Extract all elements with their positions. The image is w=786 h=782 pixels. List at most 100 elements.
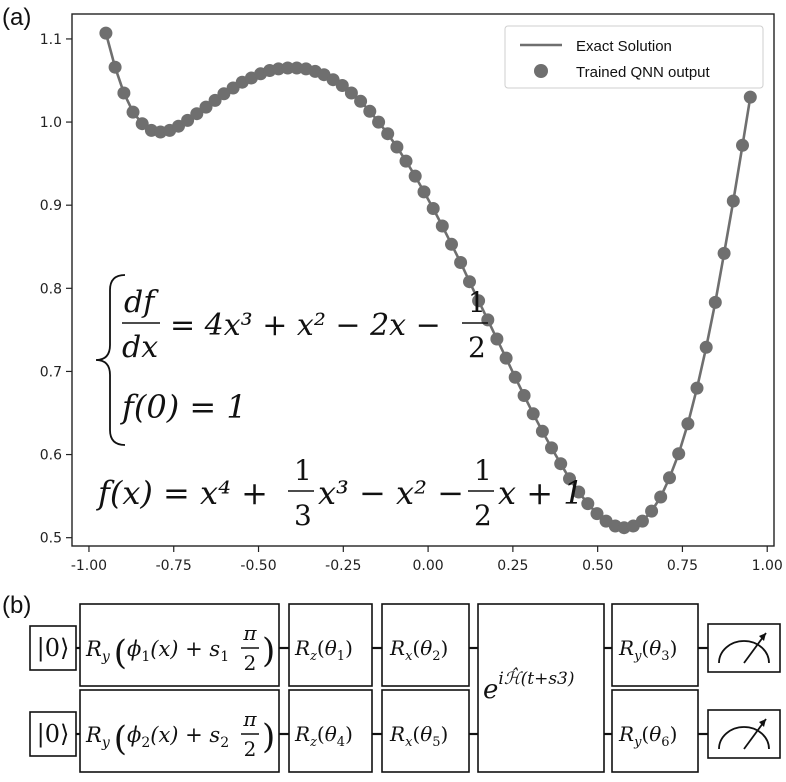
quantum-circuit: |0⟩ |0⟩ Ry (ϕ1(x) + s1 π 2 ) Ry (ϕ2(x) + s… [29,603,781,773]
ry-gate-box [611,689,699,773]
encoding-frac-numerator: π [242,707,257,731]
legend-box [504,25,764,89]
qnn-output-points [99,26,757,535]
qubit-init-0: |0⟩ [29,625,77,671]
qnn-point [717,246,731,260]
qnn-point [690,381,704,395]
qnn-point [535,424,549,438]
qnn-point [390,140,404,154]
qnn-point [472,294,486,308]
encoding-frac-denominator: 2 [244,651,257,675]
ry-gate-label: Ry(θ3) [618,636,677,664]
rz-gate-0: Rz(θ1) [288,603,373,687]
encoding-gate-expression: Ry (ϕ1(x) + s1 [85,633,229,673]
ode-lhs-numerator: df [124,285,159,320]
qnn-point [181,113,195,127]
rx-gate-1: Rx(θ5) [381,689,470,773]
qnn-point [363,104,377,118]
qnn-point [435,219,449,233]
x-tick-label: 0.00 [413,558,444,574]
rz-gate-label: Rz(θ1) [294,636,353,664]
qubit-init-label: |0⟩ [37,634,70,663]
qnn-point [463,275,476,289]
qnn-point [372,115,386,129]
x-tick-label: 0.50 [582,558,613,574]
y-tick-label: 0.9 [40,198,62,214]
qnn-point [517,389,531,402]
y-tick-label: 1.1 [40,32,62,48]
encoding-close-paren: ) [262,631,275,671]
qnn-point [672,447,686,461]
qnn-point [426,202,440,215]
qnn-point [490,332,504,346]
evolution-gate: eiℋ̂(t+s3) [477,603,605,773]
ry-gate-box [611,603,699,687]
rx-gate-label: Rx(θ5) [389,722,448,750]
evolution-gate-box [477,603,605,773]
legend-qnn-label: Trained QNN output [576,64,711,81]
ode-rhs: = 4x³ + x² − 2x − [170,308,441,343]
qnn-point [190,107,204,121]
solution-frac1-numerator: 1 [294,454,312,487]
panel-b-label: (b) [2,592,31,619]
meter-icon [707,709,781,759]
evolution-gate-label: eiℋ̂(t+s3) [483,667,575,705]
solution-lhs: f(x) = x⁴ + [96,474,268,512]
rx-gate-box [381,603,470,687]
x-axis-ticks: -1.00 -0.75 -0.50 -0.25 0.00 0.25 0.50 0.75 1.00 [71,546,783,574]
solution-frac1-denominator: 3 [294,499,312,532]
qnn-point [199,100,213,114]
solution-frac2-numerator: 1 [474,454,492,487]
rz-gate-label: Rz(θ4) [294,722,353,750]
y-axis-ticks: 0.5 0.6 0.7 0.8 0.9 1.0 1.1 [40,32,72,547]
encoding-frac-numerator: π [242,621,257,645]
qnn-point [445,237,458,251]
meter-icon [707,623,781,673]
qnn-point [590,507,604,521]
rx-gate-box [381,689,470,773]
qnn-point [508,370,522,384]
qnn-point [281,61,295,75]
qnn-point [354,94,368,108]
qnn-point [681,417,695,431]
qnn-point [726,194,740,208]
rx-gate-label: Rx(θ2) [389,636,448,664]
x-tick-label: 0.75 [667,558,698,574]
plot-area: -1.00 -0.75 -0.50 -0.25 0.00 0.25 0.50 0.75 1.00… [40,13,783,574]
qnn-point [344,86,358,100]
qnn-point [645,504,659,518]
ry-gate-0: Ry(θ3) [611,603,699,687]
x-tick-label: 0.25 [497,558,528,574]
x-tick-label: -0.75 [156,558,192,574]
legend: Exact Solution Trained QNN output [504,25,764,89]
x-tick-label: 1.00 [752,558,783,574]
qubit-init-label: |0⟩ [37,720,70,749]
qnn-point [663,471,676,485]
qnn-point [743,90,757,104]
qnn-point [526,407,540,421]
rz-gate-box [288,603,373,687]
encoding-gate-0: Ry (ϕ1(x) + s1 π 2 ) [79,603,280,687]
x-tick-label: -0.25 [325,558,361,574]
qnn-point [581,497,595,511]
qnn-point [654,490,668,504]
qnn-point [699,340,713,354]
ode-lhs-denominator: dx [122,330,158,365]
qubit-init-box [29,711,77,757]
qnn-point [399,154,413,168]
solution-end: x + 1 [498,474,584,512]
panel-a-label: (a) [2,4,31,31]
exact-solution-formula: f(x) = x⁴ + 1 3 x³ − x² − 1 2 x + 1 [96,454,584,532]
encoding-gate-box [79,603,280,687]
qnn-point [417,185,431,199]
encoding-close-paren: ) [262,717,275,757]
rz-gate-box [288,689,373,773]
meter-box [707,623,781,673]
legend-exact-label: Exact Solution [576,38,672,55]
solution-mid: x³ − x² − [318,474,464,512]
left-brace [95,274,126,446]
ry-gate-label: Ry(θ6) [618,722,677,750]
qnn-point [117,86,131,100]
ry-gate-1: Ry(θ6) [611,689,699,773]
